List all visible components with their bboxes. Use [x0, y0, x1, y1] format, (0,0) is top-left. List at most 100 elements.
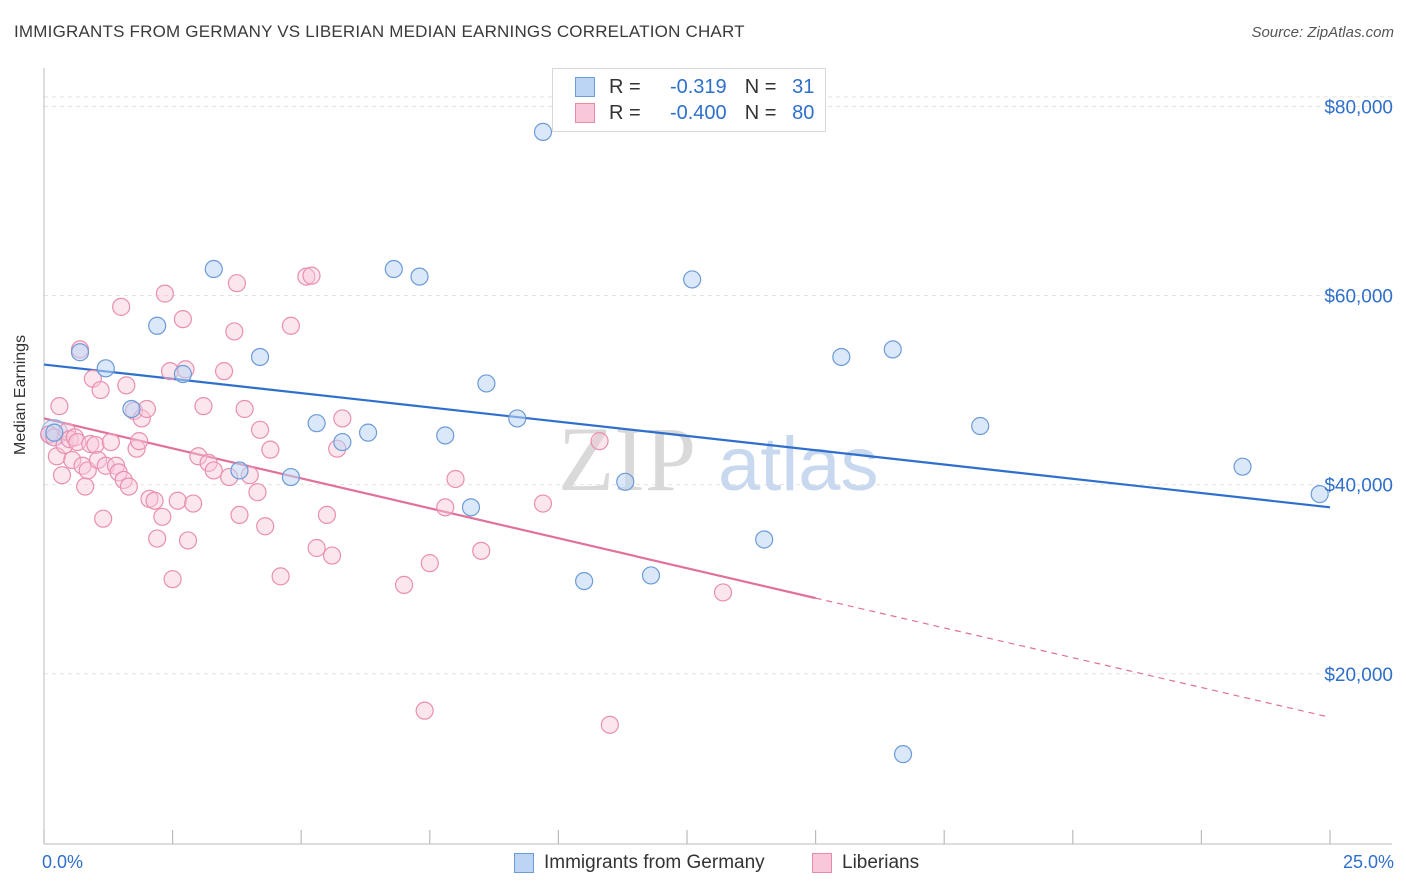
point-germany	[436, 426, 455, 445]
series-swatch-germany	[514, 853, 534, 873]
legend-n-value-liberians: 80	[792, 101, 815, 124]
watermark-atlas: atlas	[718, 422, 879, 507]
point-liberians	[76, 477, 95, 496]
point-liberians	[155, 284, 174, 303]
y-tick-labels: $20,000 $40,000 $60,000 $80,000	[1324, 97, 1393, 685]
y-tick-label: $20,000	[1324, 665, 1393, 686]
point-germany	[893, 745, 913, 764]
point-liberians	[472, 541, 491, 560]
point-liberians	[189, 447, 208, 466]
point-liberians	[91, 380, 110, 400]
chart-title: IMMIGRANTS FROM GERMANY VS LIBERIAN MEDI…	[14, 22, 745, 41]
legend-row-germany: R = -0.319 N = 31	[575, 75, 814, 99]
point-germany	[755, 530, 774, 549]
legend-n-value-germany: 31	[792, 75, 815, 98]
point-liberians	[297, 267, 316, 286]
point-germany	[641, 566, 661, 585]
point-liberians	[590, 432, 609, 451]
y-tick-label: $80,000	[1324, 97, 1393, 118]
point-liberians	[248, 483, 267, 502]
series-legend-liberians[interactable]: Liberians	[812, 852, 919, 874]
legend-r-label: R =	[609, 75, 641, 98]
axes	[43, 68, 1392, 845]
point-germany	[461, 498, 481, 517]
point-liberians	[271, 567, 290, 586]
point-germany	[832, 347, 851, 367]
point-liberians	[194, 397, 213, 416]
point-liberians	[65, 428, 84, 447]
point-germany	[575, 572, 594, 591]
point-liberians	[101, 432, 120, 452]
point-germany	[410, 267, 429, 286]
trend-line-germany	[43, 363, 1331, 509]
y-tick-label: $40,000	[1324, 476, 1393, 497]
x-axis-min-label: 0.0%	[42, 852, 84, 872]
point-liberians	[130, 432, 149, 451]
point-liberians	[214, 362, 234, 381]
point-liberians	[436, 498, 455, 517]
point-germany	[122, 399, 141, 419]
point-germany	[533, 122, 553, 142]
point-liberians	[117, 376, 136, 395]
point-liberians	[184, 494, 203, 513]
point-liberians	[302, 266, 321, 285]
legend-n-label: N =	[744, 101, 777, 124]
trend-lines	[43, 363, 1331, 718]
series-swatch-liberians	[812, 853, 832, 873]
point-germany	[307, 414, 326, 433]
point-liberians	[137, 399, 156, 419]
point-germany	[173, 364, 192, 384]
point-liberians	[415, 701, 434, 720]
point-liberians	[250, 420, 270, 439]
point-germany	[683, 270, 702, 289]
legend-r-label: R =	[609, 101, 641, 124]
point-liberians	[394, 575, 414, 594]
point-liberians	[178, 531, 198, 550]
point-germany	[1233, 457, 1252, 476]
point-germany	[45, 423, 64, 442]
point-liberians	[281, 316, 301, 335]
series-legend-germany[interactable]: Immigrants from Germany	[514, 852, 765, 874]
point-germany	[96, 359, 115, 378]
point-liberians	[713, 583, 733, 602]
stats-legend: R = -0.319 N = 31 R = -0.400 N = 80	[552, 68, 826, 132]
point-germany	[70, 343, 90, 362]
point-liberians	[256, 517, 275, 536]
point-liberians	[63, 450, 82, 470]
point-germany	[1310, 484, 1329, 504]
point-liberians	[420, 554, 439, 573]
point-liberians	[173, 310, 192, 329]
point-liberians	[163, 570, 182, 589]
point-liberians	[322, 546, 342, 565]
series-legend: Immigrants from Germany Liberians	[0, 852, 1406, 878]
point-liberians	[94, 509, 113, 528]
legend-swatch-liberians	[575, 103, 595, 123]
legend-swatch-germany	[575, 77, 595, 97]
point-liberians	[168, 491, 187, 510]
point-liberians	[333, 409, 352, 428]
point-germany	[333, 432, 352, 452]
point-germany	[508, 409, 527, 428]
x-axis-max-label: 25.0%	[1342, 852, 1394, 872]
point-germany	[148, 316, 167, 335]
y-tick-label: $60,000	[1324, 287, 1393, 308]
legend-n-label: N =	[744, 75, 777, 98]
point-liberians	[600, 715, 619, 734]
point-germany	[230, 461, 249, 480]
point-liberians	[86, 435, 105, 455]
point-liberians	[145, 491, 164, 510]
point-germany	[883, 340, 902, 359]
series-label-germany: Immigrants from Germany	[544, 852, 765, 873]
legend-r-value-germany: -0.319	[669, 75, 727, 98]
point-germany	[281, 467, 301, 487]
point-liberians	[50, 397, 69, 416]
point-liberians	[204, 461, 223, 480]
point-germany	[384, 259, 403, 279]
point-liberians	[119, 477, 138, 496]
trend-line-liberians-extrapolated	[815, 597, 1331, 718]
series-label-liberians: Liberians	[842, 852, 920, 873]
point-liberians	[148, 529, 167, 548]
point-germany	[616, 472, 635, 491]
data-points	[40, 122, 1329, 764]
